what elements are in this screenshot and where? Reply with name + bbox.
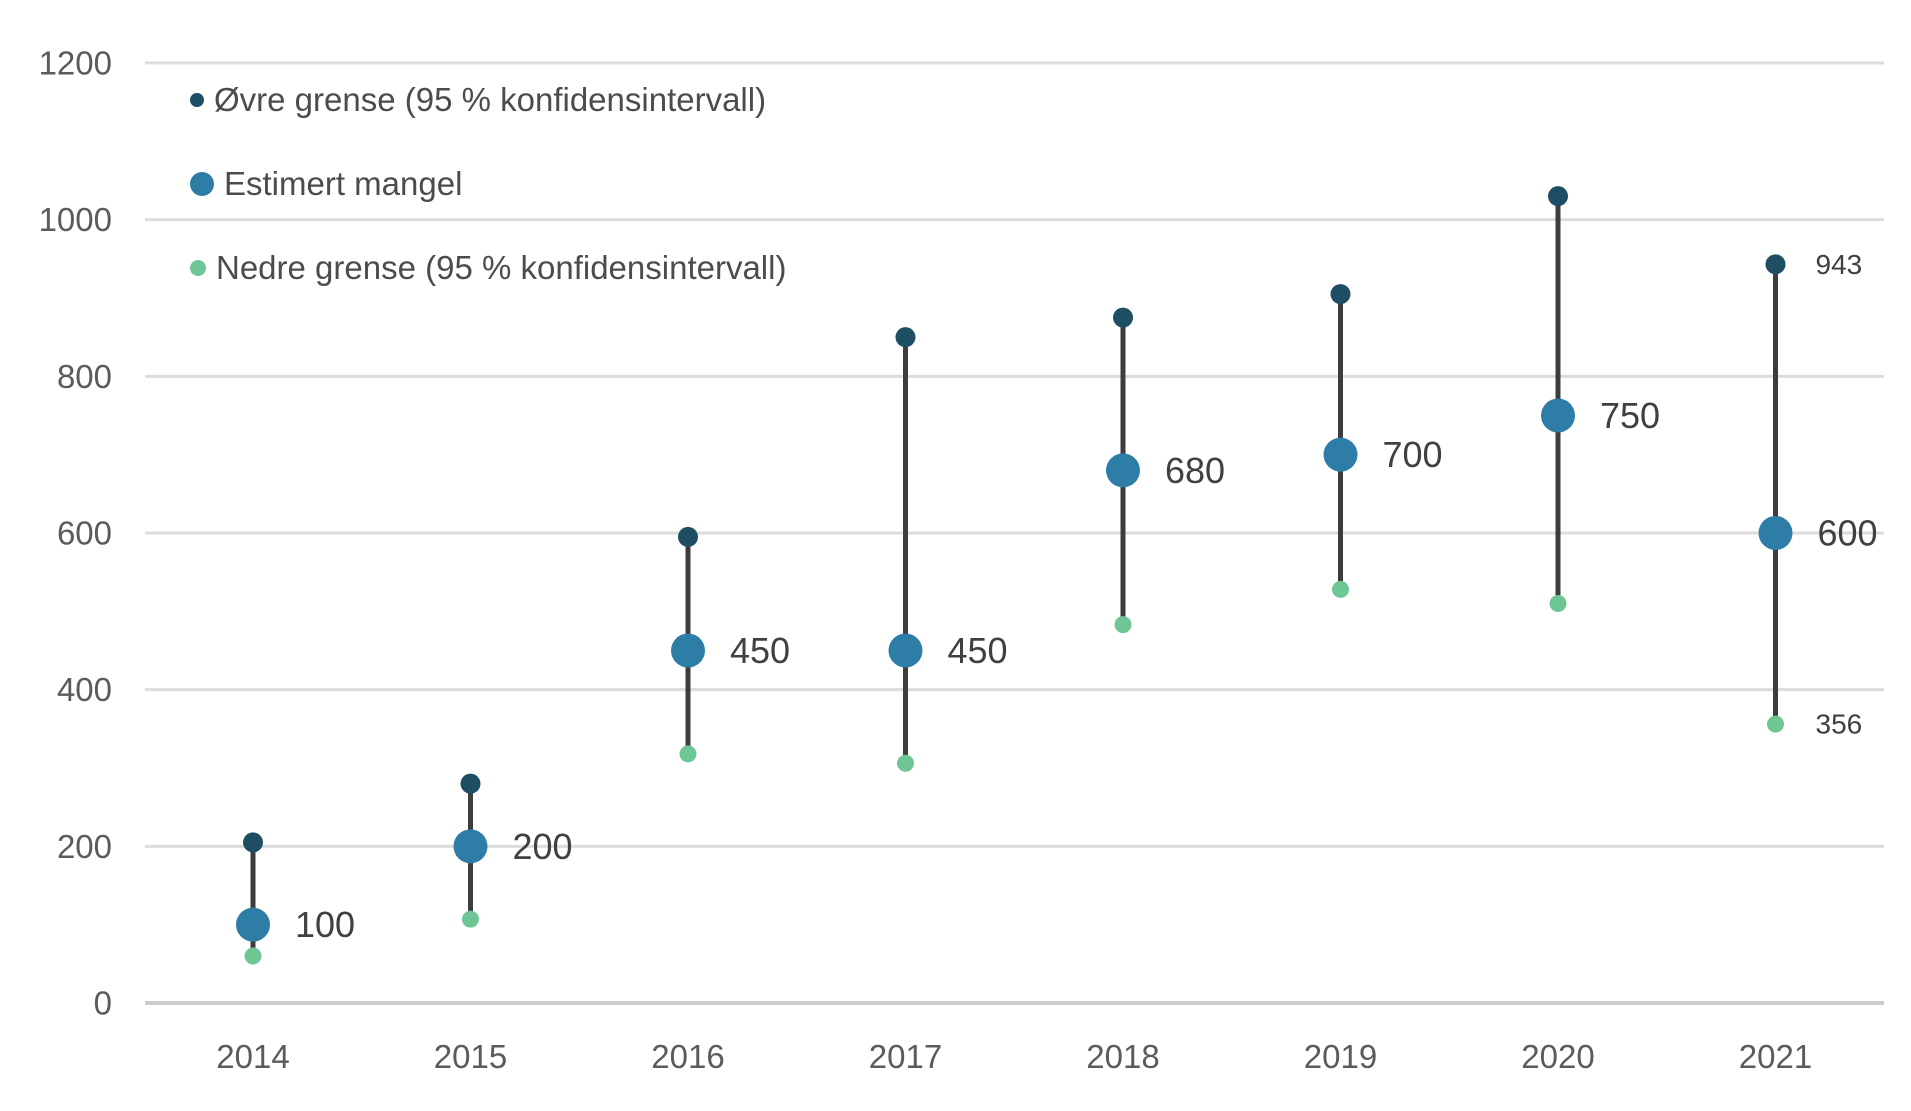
upper-bound-point — [895, 327, 916, 348]
x-tick-label: 2021 — [1739, 1038, 1812, 1075]
x-tick-label: 2015 — [434, 1038, 507, 1075]
upper-bound-point — [1330, 284, 1351, 305]
upper-bound-point — [678, 526, 698, 547]
estimate-value-label: 450 — [948, 630, 1008, 671]
lower-bound-point — [1549, 595, 1567, 612]
estimate-value-label: 680 — [1165, 450, 1225, 491]
estimate-point — [1323, 437, 1358, 472]
estimate-value-label: 750 — [1600, 395, 1660, 436]
upper-value-label: 943 — [1816, 249, 1863, 280]
upper-bound-dot-icon — [190, 93, 204, 107]
estimate-point — [453, 829, 488, 864]
x-tick-label: 2017 — [869, 1038, 942, 1075]
legend-label-estimate: Estimert mangel — [224, 165, 463, 202]
lower-value-label: 356 — [1816, 709, 1863, 740]
y-tick-label: 600 — [57, 515, 112, 552]
x-tick-label: 2014 — [216, 1038, 289, 1075]
y-tick-label: 0 — [94, 985, 112, 1022]
lower-bound-point — [897, 754, 914, 772]
x-tick-label: 2018 — [1086, 1038, 1159, 1075]
estimate-value-label: 700 — [1383, 434, 1443, 475]
estimate-point — [1541, 398, 1575, 433]
estimate-point — [236, 907, 270, 942]
upper-bound-point — [1765, 254, 1786, 275]
upper-bound-point — [1548, 186, 1568, 207]
y-tick-label: 400 — [57, 671, 112, 708]
lower-bound-point — [462, 910, 479, 928]
legend-label-lower: Nedre grense (95 % konfidensintervall) — [216, 249, 787, 286]
estimate-value-label: 450 — [730, 630, 790, 671]
upper-bound-point — [243, 832, 263, 853]
legend-label-upper: Øvre grense (95 % konfidensintervall) — [214, 81, 767, 118]
estimate-value-label: 100 — [295, 904, 355, 945]
lower-bound-point — [1332, 580, 1349, 598]
estimate-value-label: 200 — [513, 826, 573, 867]
x-tick-label: 2019 — [1304, 1038, 1377, 1075]
lower-bound-point — [1767, 715, 1784, 733]
chart-legend: Øvre grense (95 % konfidensintervall) Es… — [190, 58, 786, 310]
x-tick-label: 2020 — [1521, 1038, 1594, 1075]
upper-bound-point — [460, 773, 481, 794]
estimate-dot-icon — [190, 172, 214, 196]
lower-bound-point — [1114, 616, 1132, 634]
estimate-point — [888, 633, 923, 668]
lower-bound-point — [679, 745, 697, 763]
y-tick-label: 200 — [57, 828, 112, 865]
y-tick-label: 1000 — [39, 201, 112, 238]
lower-bound-point — [244, 947, 262, 965]
legend-item-estimate: Estimert mangel — [190, 142, 786, 226]
y-tick-label: 1200 — [39, 45, 112, 82]
legend-item-upper: Øvre grense (95 % konfidensintervall) — [190, 58, 786, 142]
estimate-point — [1106, 453, 1140, 488]
lower-bound-dot-icon — [190, 260, 206, 276]
estimate-value-label: 600 — [1818, 513, 1878, 554]
x-tick-label: 2016 — [651, 1038, 724, 1075]
legend-item-lower: Nedre grense (95 % konfidensintervall) — [190, 226, 786, 310]
estimate-point — [671, 633, 705, 668]
y-tick-label: 800 — [57, 358, 112, 395]
upper-bound-point — [1113, 307, 1133, 328]
estimate-point — [1758, 516, 1793, 550]
